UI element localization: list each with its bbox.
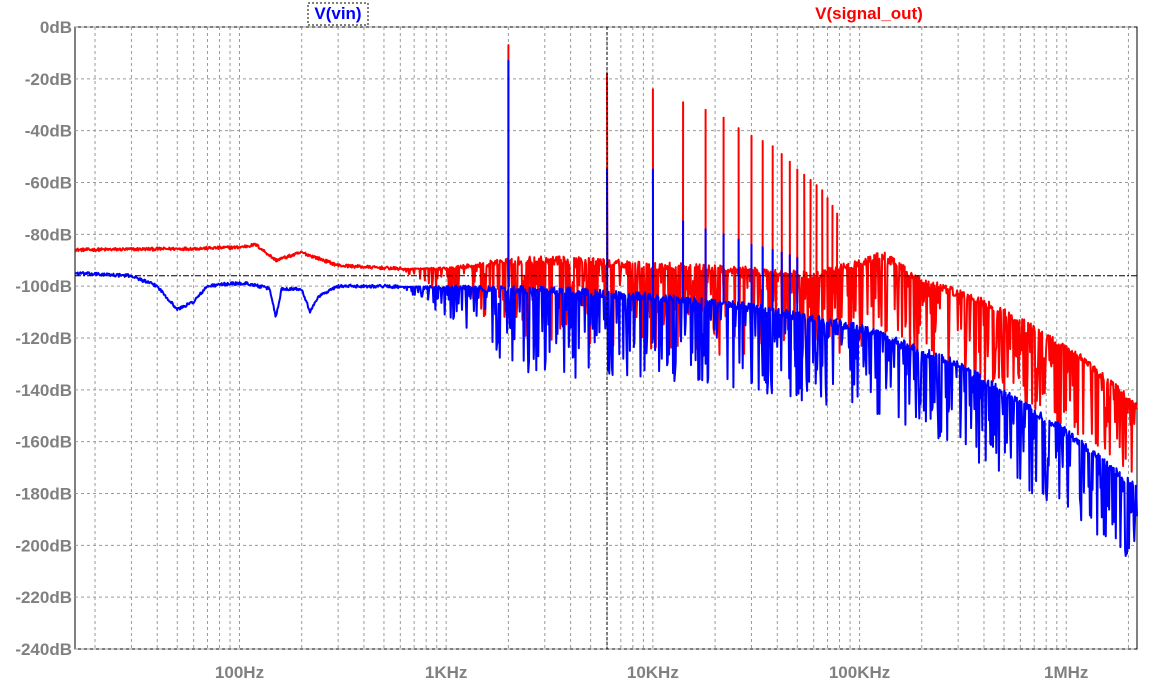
x-tick-label: 1KHz (425, 663, 468, 682)
y-tick-label: -120dB (15, 329, 72, 348)
y-tick-label: -180dB (15, 485, 72, 504)
x-axis-tick-labels: 100Hz 1KHz 10KHz 100KHz 1MHz (215, 663, 1089, 682)
y-tick-label: -240dB (15, 640, 72, 659)
y-tick-label: -140dB (15, 381, 72, 400)
y-tick-label: -160dB (15, 433, 72, 452)
x-tick-label: 10KHz (627, 663, 679, 682)
grid-lines (75, 26, 1137, 650)
vin-label-box (307, 2, 369, 26)
vin-trace-label[interactable]: V(vin) (314, 4, 361, 23)
y-tick-label: -20dB (25, 70, 72, 89)
cursor-lines (75, 27, 1137, 649)
y-tick-label: -80dB (25, 225, 72, 244)
y-tick-label: -220dB (15, 588, 72, 607)
vin-trace (74, 59, 1138, 557)
traces (74, 44, 1138, 557)
x-tick-label: 100KHz (829, 663, 890, 682)
y-tick-label: -100dB (15, 277, 72, 296)
y-tick-label: -40dB (25, 122, 72, 141)
x-tick-label: 100Hz (215, 663, 264, 682)
signal-out-trace-label[interactable]: V(signal_out) (815, 4, 923, 23)
y-axis-tick-labels: 0dB -20dB -40dB -60dB -80dB -100dB -120dB -140d… (15, 18, 72, 659)
trace-labels[interactable]: V(vin) V(signal_out) (307, 2, 923, 26)
y-tick-label: -200dB (15, 536, 72, 555)
y-tick-label: -60dB (25, 174, 72, 193)
x-tick-label: 1MHz (1044, 663, 1088, 682)
signal-out-trace (74, 44, 1138, 473)
y-tick-label: 0dB (40, 18, 72, 37)
